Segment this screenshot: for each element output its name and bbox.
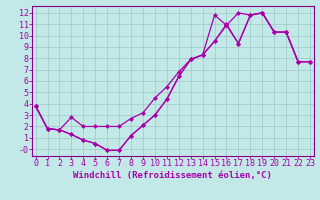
X-axis label: Windchill (Refroidissement éolien,°C): Windchill (Refroidissement éolien,°C) <box>73 171 272 180</box>
